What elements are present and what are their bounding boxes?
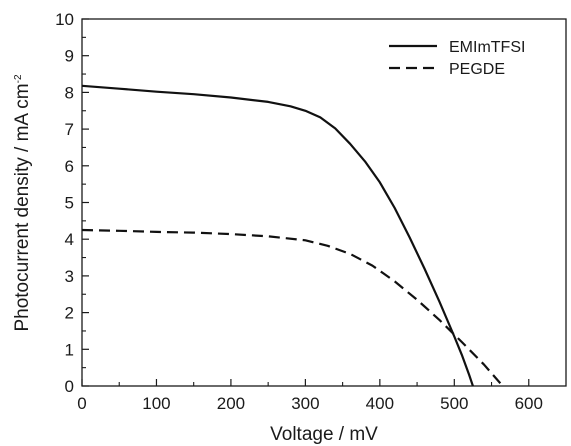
x-tick-label: 200: [217, 394, 245, 413]
x-tick-label: 100: [142, 394, 170, 413]
y-tick-label: 4: [65, 230, 74, 249]
legend-label-pegde: PEGDE: [449, 61, 505, 78]
series-line-emimtfsi: [81, 84, 474, 387]
y-tick-label: 1: [65, 340, 74, 359]
series-layer: [81, 84, 504, 387]
x-tick-label: 600: [515, 394, 543, 413]
x-tick-label: 0: [77, 394, 86, 413]
y-tick-label: 2: [65, 304, 74, 323]
y-tick-label: 6: [65, 157, 74, 176]
y-axis-title-text: Photocurrent density / mA cm: [12, 83, 33, 331]
x-tick-label: 300: [291, 394, 319, 413]
y-tick-label: 8: [65, 83, 74, 102]
y-tick-label: 3: [65, 267, 74, 286]
y-axis-title: Photocurrent density / mA cm-2: [12, 74, 33, 332]
y-axis-title-superscript: -2: [13, 74, 24, 83]
x-axis-title: Voltage / mV: [270, 424, 378, 445]
y-tick-label: 0: [65, 377, 74, 396]
y-tick-label: 10: [55, 10, 74, 29]
y-tick-label: 7: [65, 120, 74, 139]
x-tick-label: 500: [440, 394, 468, 413]
y-tick-label: 9: [65, 47, 74, 66]
legend: EMImTFSI PEGDE: [389, 39, 525, 78]
x-tick-label: 400: [366, 394, 394, 413]
series-line-pegde: [81, 228, 504, 387]
legend-label-emimtfsi: EMImTFSI: [449, 39, 525, 56]
y-tick-label: 5: [65, 194, 74, 213]
axis-ticks: 0 100 200 300 400 500 600 0 1 2 3 4 5 6 7 8 9 10: [55, 10, 543, 413]
